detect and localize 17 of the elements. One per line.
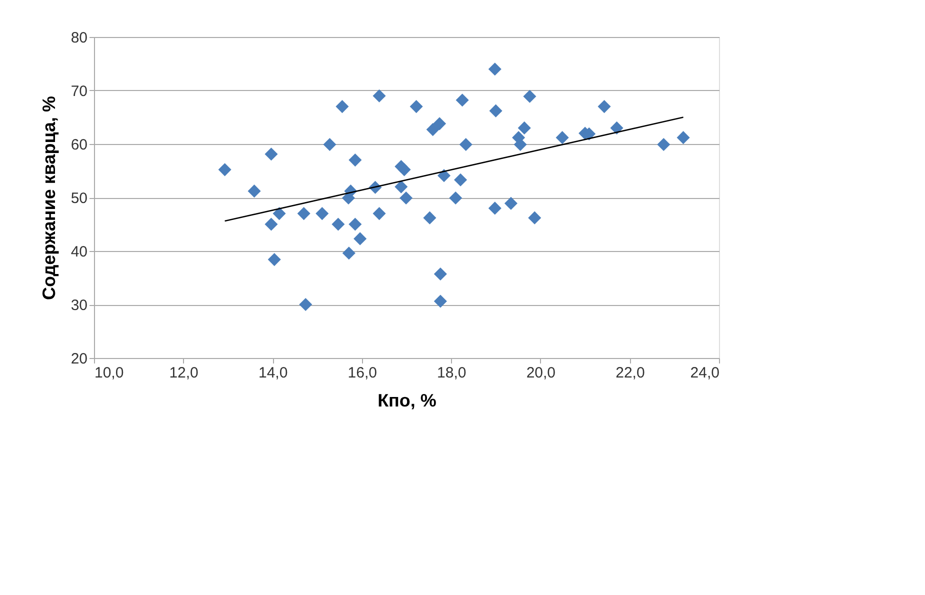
x-tick-label: 24,0 bbox=[690, 364, 720, 382]
x-tick-label: 10,0 bbox=[94, 364, 124, 382]
y-tick-label: 70 bbox=[70, 83, 88, 100]
x-tick-label: 18,0 bbox=[437, 364, 466, 382]
x-tick-label: 20,0 bbox=[526, 364, 556, 382]
x-tick-label: 16,0 bbox=[348, 364, 377, 382]
y-tick-label: 20 bbox=[70, 350, 88, 368]
y-tick-label: 40 bbox=[70, 244, 88, 260]
y-tick-label: 30 bbox=[70, 297, 88, 314]
x-tick-label: 22,0 bbox=[616, 364, 645, 382]
y-tick-label: 60 bbox=[70, 136, 88, 154]
x-tick-label: 12,0 bbox=[169, 364, 198, 382]
x-axis-title: Кпо, % bbox=[378, 390, 436, 410]
y-tick-label: 50 bbox=[70, 190, 88, 207]
y-tick-label: 80 bbox=[70, 30, 88, 46]
x-tick-label: 14,0 bbox=[258, 364, 288, 382]
y-axis-title: Содержание кварца, % bbox=[38, 96, 59, 300]
